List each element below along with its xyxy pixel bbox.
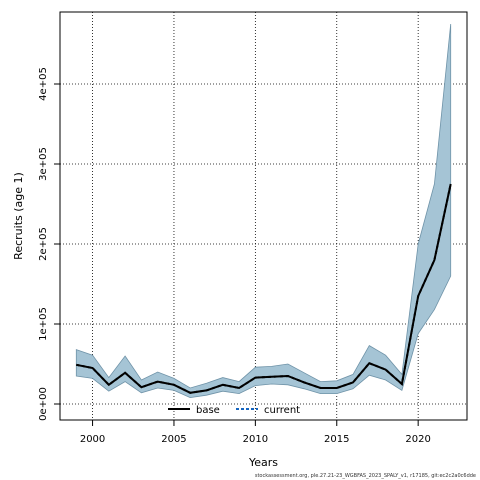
x-tick-label: 2020 bbox=[405, 434, 430, 445]
grid-lines bbox=[60, 12, 467, 420]
x-tick-label: 2010 bbox=[243, 434, 268, 445]
y-tick-label: 1e+05 bbox=[38, 307, 49, 341]
y-tick-label: 2e+05 bbox=[38, 227, 49, 261]
y-axis-title: Recruits (age 1) bbox=[12, 172, 25, 260]
plot-frame bbox=[59, 11, 468, 421]
axes: 2000 2005 2010 2015 2020 0e+00 1e+05 2e+05 3e+05… bbox=[38, 67, 431, 445]
y-tick-label: 0e+00 bbox=[38, 387, 49, 421]
confidence-band bbox=[75, 23, 452, 399]
series-line-current bbox=[76, 183, 452, 394]
y-tick-label: 3e+05 bbox=[38, 147, 49, 181]
series-lines bbox=[76, 183, 452, 394]
x-tick-label: 2000 bbox=[80, 434, 105, 445]
series-line-base bbox=[76, 183, 452, 394]
legend-current-label: current bbox=[264, 405, 300, 416]
x-axis-title: Years bbox=[248, 456, 278, 469]
legend: base current bbox=[168, 405, 300, 416]
footer-credit: stockassessment.org, ple.27.21-23_WGBFAS… bbox=[255, 473, 476, 479]
y-tick-label: 4e+05 bbox=[38, 67, 49, 101]
x-tick-label: 2005 bbox=[161, 434, 186, 445]
x-tick-label: 2015 bbox=[324, 434, 349, 445]
legend-base-label: base bbox=[196, 405, 220, 416]
